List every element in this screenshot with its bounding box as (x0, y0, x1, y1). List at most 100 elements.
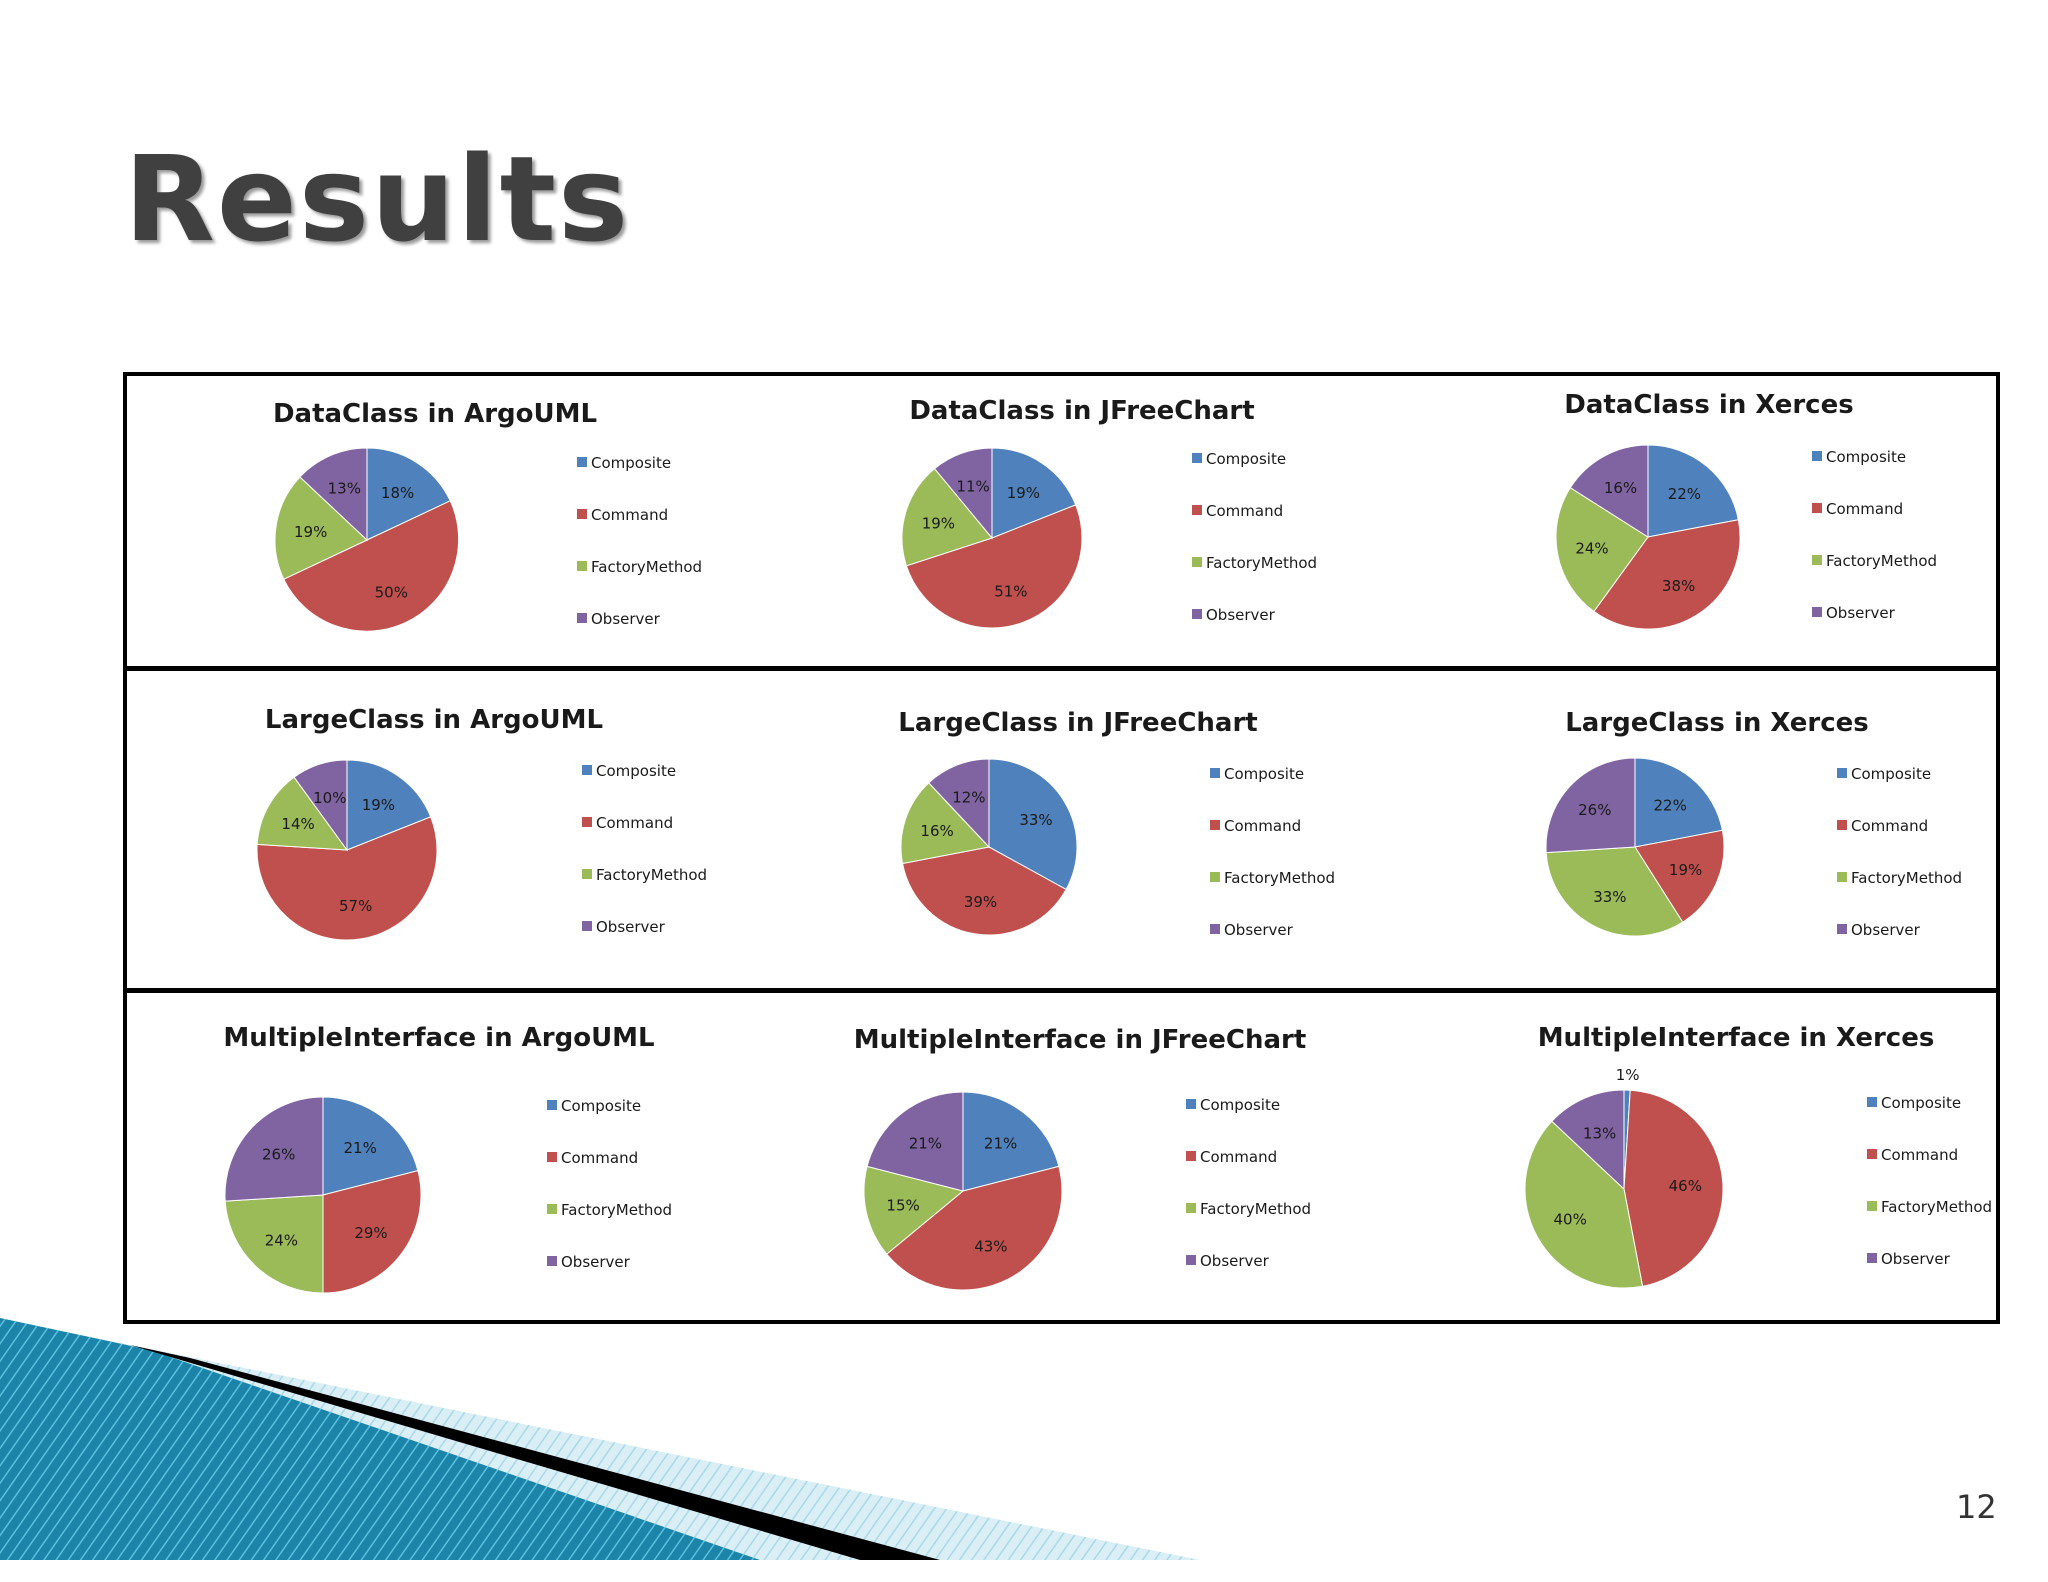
pie-charts: DataClass in ArgoUML 18% 50% 19% 13% Composit… (223, 390, 1992, 1294)
legend-swatch (577, 613, 587, 623)
chart-title: DataClass in JFreeChart (909, 396, 1254, 426)
data-label: 19% (1669, 861, 1702, 879)
page-number: 12 (1956, 1488, 1997, 1526)
legend-swatch (547, 1204, 557, 1214)
legend-label: FactoryMethod (1826, 552, 1937, 570)
legend-swatch (1192, 453, 1202, 463)
legend-swatch (1186, 1255, 1196, 1265)
pie-slice-command (1623, 1089, 1724, 1287)
data-label: 18% (381, 484, 414, 502)
legend-swatch (1837, 768, 1847, 778)
legend-swatch (1867, 1149, 1877, 1159)
row-divider (127, 988, 1996, 993)
legend-label: Observer (1851, 921, 1921, 939)
legend-label: Composite (1224, 765, 1304, 783)
pie-slice-factorymethod (1545, 846, 1684, 937)
legend-swatch (1210, 924, 1220, 934)
legend-label: Observer (1200, 1252, 1270, 1270)
pie-slice-factorymethod (900, 782, 990, 865)
data-label: 13% (1583, 1125, 1616, 1143)
pie-slice-command (322, 1170, 422, 1294)
data-label: 50% (375, 584, 408, 602)
legend-label: Observer (1826, 604, 1896, 622)
pie-chart: LargeClass in ArgoUML 19% 57% 14% 10% Composi… (256, 705, 707, 941)
legend-swatch (1192, 609, 1202, 619)
legend-swatch (547, 1152, 557, 1162)
data-label: 39% (964, 893, 997, 911)
pie-slice-command (905, 504, 1083, 629)
legend-swatch (577, 561, 587, 571)
pie-chart: MultipleInterface in JFreeChart 21% 43% 15%… (854, 1025, 1311, 1291)
legend-swatch (582, 869, 592, 879)
pie-chart: DataClass in JFreeChart19%51%19%11%Compo… (901, 396, 1317, 629)
legend-swatch (547, 1100, 557, 1110)
data-label: 38% (1662, 577, 1695, 595)
data-label: 13% (328, 480, 361, 498)
legend-swatch (577, 509, 587, 519)
pie-slice-composite (962, 1091, 1060, 1192)
legend-swatch (1192, 557, 1202, 567)
legend-swatch (582, 817, 592, 827)
results-chart-grid: DataClass in ArgoUML 18% 50% 19% 13% Composit… (123, 372, 2000, 1324)
pie-chart: MultipleInterface in ArgoUML 21% 29% 24% 26%… (223, 1023, 672, 1294)
legend-swatch (1186, 1151, 1196, 1161)
legend-label: Command (561, 1149, 638, 1167)
legend-label: Composite (596, 762, 676, 780)
legend-swatch (1867, 1201, 1877, 1211)
pie-slice-observer (928, 758, 990, 849)
data-label: 16% (1604, 479, 1637, 497)
chart-title: MultipleInterface in JFreeChart (854, 1025, 1307, 1055)
legend-label: Command (1200, 1148, 1277, 1166)
data-label: 19% (294, 523, 327, 541)
legend-label: Observer (561, 1253, 631, 1271)
data-label: 10% (313, 789, 346, 807)
legend-label: Composite (561, 1097, 641, 1115)
legend-label: Command (1224, 817, 1301, 835)
data-label: 33% (1593, 888, 1626, 906)
row-divider (127, 666, 1996, 671)
chart-title: LargeClass in Xerces (1565, 708, 1869, 738)
pie-slice-factorymethod (1555, 487, 1649, 613)
legend-label: Command (1881, 1146, 1958, 1164)
pie-slice-command (886, 1165, 1063, 1291)
chart-title: DataClass in Xerces (1564, 390, 1853, 420)
legend-swatch (1812, 451, 1822, 461)
legend-label: FactoryMethod (1206, 554, 1317, 572)
legend-label: Observer (1881, 1250, 1951, 1268)
legend-label: Observer (1206, 606, 1276, 624)
chart-title: DataClass in ArgoUML (273, 399, 597, 429)
chart-title: LargeClass in JFreeChart (898, 708, 1257, 738)
pie-slice-composite (988, 758, 1078, 891)
data-label: 16% (920, 822, 953, 840)
pie-slice-composite (991, 447, 1077, 539)
data-label: 19% (922, 514, 955, 532)
legend-label: Composite (1851, 765, 1931, 783)
legend-label: FactoryMethod (591, 558, 702, 576)
legend-label: Composite (1206, 450, 1286, 468)
pie-slice-observer (866, 1091, 964, 1192)
legend-swatch (1210, 872, 1220, 882)
legend-swatch (577, 457, 587, 467)
pie-slice-composite (1634, 757, 1724, 848)
pie-slice-factorymethod (1524, 1120, 1644, 1289)
pie-slice-observer (1551, 1089, 1625, 1191)
pie-slice-composite (346, 759, 432, 851)
pie-chart: LargeClass in JFreeChart 33% 39% 16% 12% Comp… (898, 708, 1335, 939)
pie-slice-command (901, 846, 1067, 936)
legend-label: FactoryMethod (1881, 1198, 1992, 1216)
legend-swatch (582, 765, 592, 775)
data-label: 43% (974, 1238, 1007, 1256)
pie-slice-factorymethod (224, 1194, 324, 1294)
legend-label: Observer (1224, 921, 1294, 939)
pie-chart: DataClass in ArgoUML 18% 50% 19% 13% Composit… (273, 399, 702, 632)
pie-slice-command (1593, 519, 1741, 630)
pie-slice-command (1634, 829, 1725, 923)
pie-slice-composite (1647, 444, 1739, 538)
legend-swatch (1210, 768, 1220, 778)
legend-label: Composite (1881, 1094, 1961, 1112)
pie-slice-observer (293, 759, 348, 852)
legend-label: FactoryMethod (1851, 869, 1962, 887)
legend-swatch (1867, 1253, 1877, 1263)
legend-label: Command (1851, 817, 1928, 835)
